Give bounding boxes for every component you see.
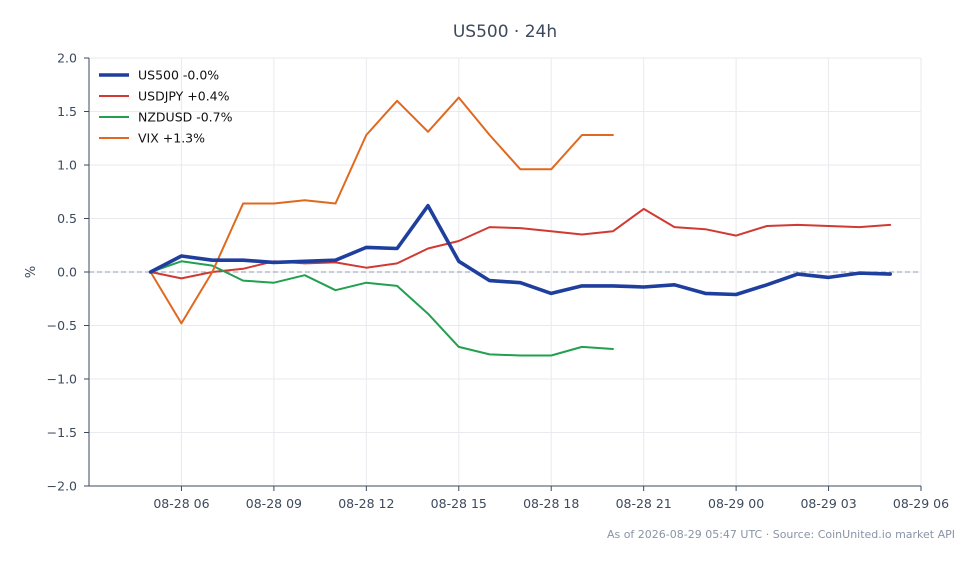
- x-tick-label: 08-29 03: [800, 496, 856, 511]
- y-tick-label: 0.5: [57, 211, 77, 226]
- series-line-2: [149, 207, 892, 280]
- y-tick-label: 2.0: [57, 51, 77, 66]
- y-axis-label: %: [24, 266, 39, 278]
- y-tick-label: 1.5: [57, 104, 77, 119]
- legend-label: US500 -0.0%: [138, 68, 219, 83]
- source-footer: As of 2026-08-29 05:47 UTC · Source: Coi…: [607, 528, 955, 541]
- x-tick-label: 08-29 06: [893, 496, 949, 511]
- chart-title: US500 · 24h: [453, 22, 557, 42]
- axes: 2.0 1.5 1.0 0.5 0.0 −0.5 −1.0 −1.5 −2.0 08-28 06 0…: [47, 51, 950, 512]
- x-tick-label: 08-28 18: [523, 496, 579, 511]
- y-tick-label: 0.0: [57, 265, 77, 280]
- x-tick-label: 08-28 15: [431, 496, 487, 511]
- series-line-1: [148, 203, 893, 297]
- legend: US500 -0.0% USDJPY +0.4% NZDUSD -0.7% VIX +…: [99, 68, 233, 146]
- y-tick-label: −1.5: [47, 425, 77, 440]
- y-tick-label: −0.5: [47, 318, 77, 333]
- series-lines: [148, 96, 893, 357]
- y-tick-label: −2.0: [47, 479, 77, 494]
- x-tick-label: 08-29 00: [708, 496, 764, 511]
- x-tick-label: 08-28 09: [246, 496, 302, 511]
- x-tick-label: 08-28 06: [153, 496, 209, 511]
- legend-label: USDJPY +0.4%: [138, 89, 230, 104]
- series-line-4: [149, 96, 614, 325]
- legend-label: VIX +1.3%: [138, 131, 205, 146]
- x-tick-label: 08-28 12: [338, 496, 394, 511]
- x-tick-label: 08-28 21: [616, 496, 672, 511]
- legend-label: NZDUSD -0.7%: [138, 110, 233, 125]
- series-line-3: [149, 260, 614, 357]
- y-tick-label: 1.0: [57, 158, 77, 173]
- y-tick-label: −1.0: [47, 372, 77, 387]
